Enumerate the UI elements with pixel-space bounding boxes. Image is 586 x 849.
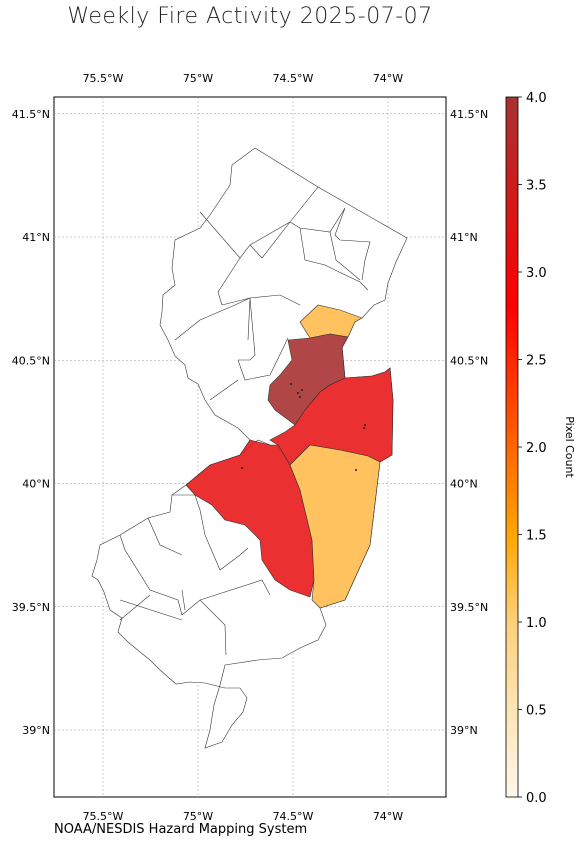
map-title: Weekly Fire Activity 2025-07-07 (67, 4, 433, 29)
lon-label-bottom: 75.5°W (83, 810, 124, 823)
lon-label-bottom: 75°W (183, 810, 213, 823)
colorbar-tick-label: 4.0 (526, 91, 547, 106)
latitude-labels-left: 41.5°N 41°N 40.5°N 40°N 39.5°N 39°N (12, 108, 50, 737)
colorbar-tick-label: 0.0 (526, 791, 547, 806)
colorbar-tick-label: 1.5 (526, 529, 547, 544)
lat-label-right: 40.5°N (450, 354, 488, 367)
lon-label-bottom: 74°W (373, 810, 403, 823)
colorbar-tick-label: 2.5 (526, 354, 547, 369)
lon-label-bottom: 74.5°W (273, 810, 314, 823)
colorbar-ticks: 0.0 0.5 1.0 1.5 2.0 2.5 3.0 3.5 4.0 (518, 91, 547, 806)
colorbar-tick-label: 0.5 (526, 704, 547, 719)
lat-label-left: 41.5°N (12, 108, 50, 121)
lat-label-right: 39°N (450, 724, 478, 737)
lat-label-left: 39°N (22, 724, 50, 737)
lat-label-right: 41°N (450, 231, 478, 244)
lon-label-top: 75.5°W (83, 72, 124, 85)
colorbar (505, 96, 519, 798)
lat-label-right: 40°N (450, 478, 478, 491)
lat-label-left: 40°N (22, 478, 50, 491)
lon-label-top: 75°W (183, 72, 213, 85)
colorbar-tick-label: 3.0 (526, 266, 547, 281)
colorbar-tick-label: 2.0 (526, 441, 547, 456)
county-ocean (289, 444, 381, 609)
lat-label-left: 39.5°N (12, 601, 50, 614)
county-boundary (119, 186, 371, 656)
longitude-labels-bottom: 75.5°W 75°W 74.5°W 74°W (83, 810, 404, 823)
fire-detections (241, 383, 366, 471)
fire-counties (185, 304, 394, 609)
lat-label-left: 41°N (22, 231, 50, 244)
lat-label-left: 40.5°N (12, 354, 50, 367)
county-burlington (185, 439, 315, 598)
colorbar-tick-label: 1.0 (526, 616, 547, 631)
lat-label-right: 41.5°N (450, 108, 488, 121)
lon-label-top: 74.5°W (273, 72, 314, 85)
latitude-labels-right: 41.5°N 41°N 40.5°N 40°N 39.5°N 39°N (450, 108, 488, 737)
colorbar-label: Pixel Count (563, 416, 576, 478)
longitude-labels-top: 75.5°W 75°W 74.5°W 74°W (83, 72, 404, 85)
colorbar-tick-label: 3.5 (526, 179, 547, 194)
lon-label-top: 74°W (373, 72, 403, 85)
data-credit: NOAA/NESDIS Hazard Mapping System (54, 822, 308, 837)
lat-label-right: 39.5°N (450, 601, 488, 614)
